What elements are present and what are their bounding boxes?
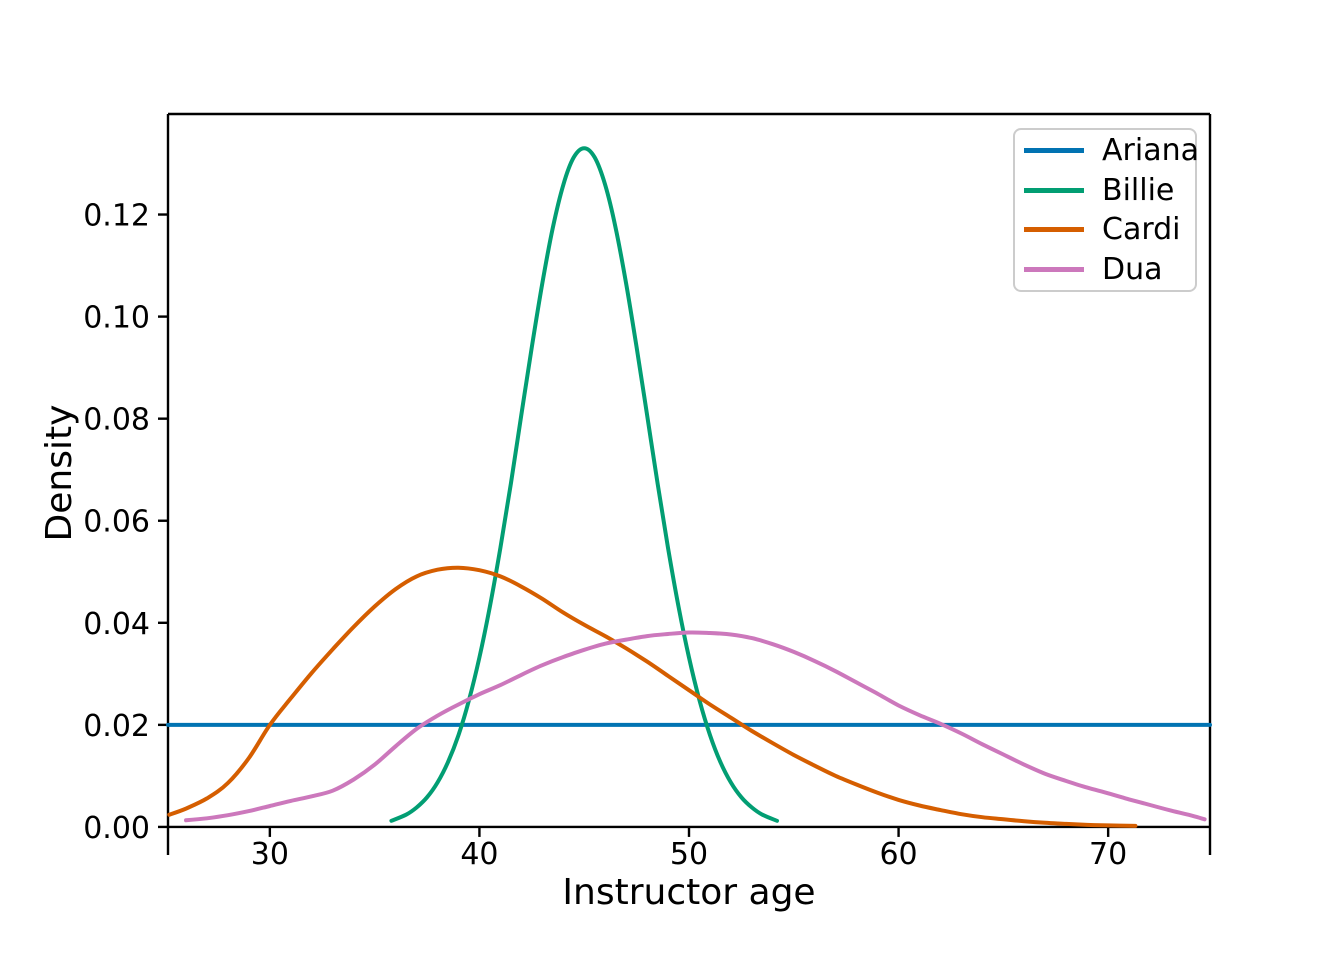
legend-line-swatch-ariana [1024,148,1084,154]
legend-item-dua: Dua [1015,250,1195,290]
y-tick-label: 0.12 [83,199,150,234]
y-tick-label: 0.04 [83,607,150,642]
series-line-billie [389,146,779,823]
legend-item-billie: Billie [1015,171,1195,211]
series-line-cardi [167,565,1138,828]
legend-label-ariana: Ariana [1102,133,1199,169]
legend-line-swatch-cardi [1024,227,1084,233]
legend-item-ariana: Ariana [1015,131,1199,171]
x-tick-label: 40 [460,837,498,872]
x-tick-label: 50 [670,837,708,872]
y-tick-label: 0.00 [83,811,150,846]
legend-item-cardi: Cardi [1015,210,1195,250]
x-tick-label: 30 [251,837,289,872]
x-axis-label: Instructor age [562,872,816,913]
legend: Ariana Billie Cardi Dua [1013,128,1199,292]
series-line-dua [184,630,1207,823]
y-tick-label: 0.10 [83,301,150,336]
y-tick-label: 0.02 [83,709,150,744]
y-tick-label: 0.06 [83,505,150,540]
legend-line-swatch-dua [1024,266,1084,272]
legend-label-cardi: Cardi [1102,212,1181,248]
x-tick-label: 70 [1089,837,1127,872]
legend-label-dua: Dua [1102,251,1163,287]
legend-label-billie: Billie [1102,172,1175,208]
y-axis-label: Density [39,404,80,542]
legend-line-swatch-billie [1024,187,1084,193]
y-tick-label: 0.08 [83,403,150,438]
x-tick-label: 60 [879,837,917,872]
